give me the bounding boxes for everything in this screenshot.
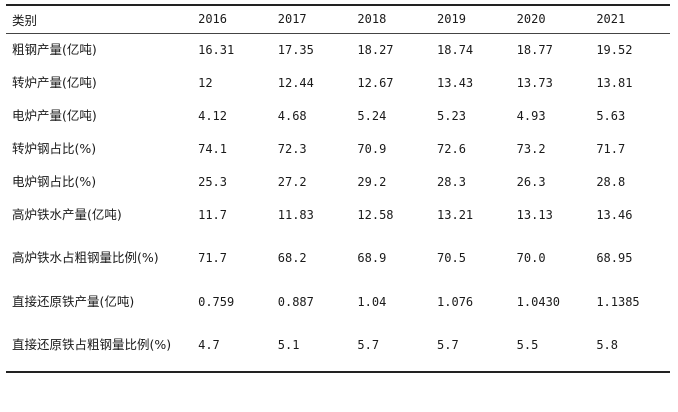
- row-label: 电炉产量(亿吨): [12, 107, 97, 123]
- column-header-year: 2017: [277, 12, 307, 27]
- table-cell: 1.0430: [516, 294, 561, 309]
- table-row: 转炉钢占比(%) 74.1 72.3 70.9 72.6 73.2 71.7: [6, 132, 670, 165]
- table-cell: 26.3: [516, 174, 546, 189]
- row-label: 转炉钢占比(%): [12, 140, 97, 156]
- column-header-year: 2021: [596, 12, 626, 27]
- table-row: 高炉铁水产量(亿吨) 11.7 11.83 12.58 13.21 13.13 13.46: [6, 198, 670, 231]
- row-label: 电炉钢占比(%): [12, 173, 97, 189]
- table-cell: 28.8: [596, 174, 626, 189]
- table-row: 粗钢产量(亿吨) 16.31 17.35 18.27 18.74 18.77 19.52: [6, 33, 670, 66]
- table-cell: 4.7: [198, 337, 220, 352]
- table-cell: 72.6: [437, 141, 466, 156]
- table-cell: 71.7: [596, 141, 626, 156]
- table-cell: 5.8: [596, 337, 618, 352]
- table-cell: 12.44: [277, 75, 314, 90]
- table-row: 转炉产量(亿吨) 12 12.44 12.67 13.43 13.73 13.81: [6, 66, 670, 99]
- table-cell: 13.46: [596, 207, 633, 222]
- table-cell: 68.2: [277, 251, 307, 265]
- table-cell: 12.58: [357, 207, 394, 222]
- table-cell: 4.93: [516, 108, 546, 123]
- column-header-year: 2019: [437, 12, 466, 27]
- table-cell: 70.9: [357, 141, 387, 156]
- table-cell: 19.52: [596, 42, 633, 57]
- row-label: 直接还原铁占粗钢量比例(%): [12, 336, 172, 352]
- table-cell: 1.1385: [596, 294, 640, 309]
- table-cell: 68.95: [596, 251, 633, 265]
- table-cell: 29.2: [357, 174, 387, 189]
- table-body: 粗钢产量(亿吨) 16.31 17.35 18.27 18.74 18.77 19.52 转炉…: [6, 33, 670, 372]
- table-cell: 18.27: [357, 42, 394, 57]
- table-cell: 4.68: [277, 108, 307, 123]
- table-cell: 70.5: [437, 251, 466, 265]
- table-cell: 11.83: [277, 207, 314, 222]
- table-cell: 68.9: [357, 251, 387, 265]
- table-cell: 11.7: [198, 207, 228, 222]
- row-label: 转炉产量(亿吨): [12, 74, 97, 90]
- table-cell: 18.74: [437, 42, 474, 57]
- table-cell: 5.63: [596, 108, 626, 123]
- table-cell: 16.31: [198, 42, 235, 57]
- table-cell: 5.1: [277, 337, 300, 352]
- table-cell: 13.13: [516, 207, 553, 222]
- header-row: 类别 2016 2017 2018 2019 2020 2021: [6, 5, 670, 33]
- table-cell: 13.81: [596, 75, 633, 90]
- table-cell: 12.67: [357, 75, 394, 90]
- column-header-year: 2018: [357, 12, 387, 27]
- table-cell: 74.1: [198, 141, 228, 156]
- table-cell: 1.04: [357, 294, 387, 309]
- table-cell: 71.7: [198, 251, 228, 265]
- table-cell: 28.3: [437, 174, 466, 189]
- table-cell: 12: [198, 75, 213, 90]
- table-row: 电炉产量(亿吨) 4.12 4.68 5.24 5.23 4.93 5.63: [6, 99, 670, 132]
- table-cell: 18.77: [516, 42, 553, 57]
- column-header-year: 2020: [516, 12, 546, 27]
- column-header-year: 2016: [198, 12, 228, 27]
- table-cell: 4.12: [198, 108, 228, 123]
- table-cell: 27.2: [277, 174, 307, 189]
- table-cell: 70.0: [516, 251, 546, 265]
- table-row: 高炉铁水占粗钢量比例(%) 71.7 68.2 68.9 70.5 70.0 68.95: [6, 231, 670, 285]
- table-cell: 25.3: [198, 174, 228, 189]
- table-cell: 5.24: [357, 108, 387, 123]
- table-cell: 13.73: [516, 75, 553, 90]
- table-row: 直接还原铁占粗钢量比例(%) 4.7 5.1 5.7 5.7 5.5 5.8: [6, 318, 670, 372]
- table-cell: 73.2: [516, 141, 546, 156]
- table-cell: 0.759: [198, 294, 235, 309]
- table-cell: 13.21: [437, 207, 474, 222]
- table-cell: 5.5: [516, 337, 539, 352]
- row-label: 高炉铁水产量(亿吨): [12, 206, 122, 222]
- row-label: 直接还原铁产量(亿吨): [12, 293, 135, 309]
- table-cell: 5.7: [437, 337, 459, 352]
- table-cell: 1.076: [437, 294, 474, 309]
- table-cell: 13.43: [437, 75, 474, 90]
- table-cell: 5.23: [437, 108, 466, 123]
- table-cell: 72.3: [277, 141, 307, 156]
- table-row: 直接还原铁产量(亿吨) 0.759 0.887 1.04 1.076 1.0430 1.13…: [6, 285, 670, 318]
- table-row: 电炉钢占比(%) 25.3 27.2 29.2 28.3 26.3 28.8: [6, 165, 670, 198]
- table-cell: 17.35: [277, 42, 314, 57]
- table-cell: 5.7: [357, 337, 380, 352]
- table-cell: 0.887: [277, 294, 314, 309]
- row-label: 高炉铁水占粗钢量比例(%): [12, 250, 159, 265]
- data-table: 类别 2016 2017 2018 2019 2020 2021 粗钢产量(亿吨…: [6, 4, 670, 373]
- row-label: 粗钢产量(亿吨): [12, 41, 97, 57]
- column-header-category: 类别: [12, 12, 38, 28]
